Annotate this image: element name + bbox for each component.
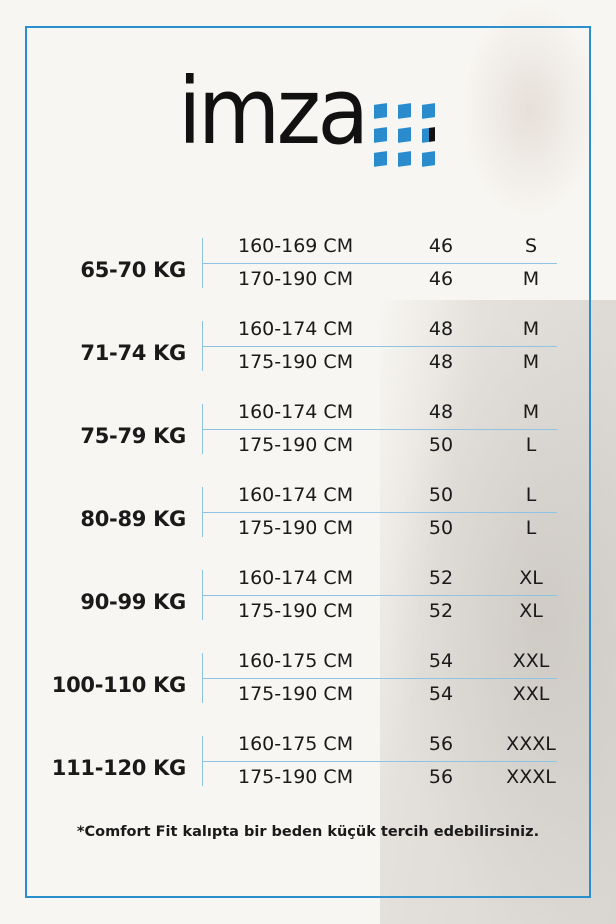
size-number: 46 [428,235,454,257]
logo-square [422,103,435,119]
height-range: 160-174 CM [238,484,354,506]
weight-group: 65-70 KG 160-169 CM 46 S 170-190 CM 46 M [0,235,616,304]
weight-label: 100-110 KG [51,673,187,697]
background-model-face [420,0,616,300]
weight-group: 71-74 KG 160-174 CM 48 M 175-190 CM 48 M [0,318,616,387]
weight-group: 80-89 KG 160-174 CM 50 L 175-190 CM 50 L [0,484,616,553]
size-number: 46 [428,268,454,290]
height-range: 160-174 CM [238,567,354,589]
logo-square [374,103,387,119]
height-range: 175-190 CM [238,434,354,456]
weight-group: 90-99 KG 160-174 CM 52 XL 175-190 CM 52 XL [0,567,616,636]
row-divider [202,595,557,596]
weight-group: 100-110 KG 160-175 CM 54 XXL 175-190 CM 54 XXL [0,650,616,719]
size-number: 52 [428,600,454,622]
size-number: 54 [428,650,454,672]
row-divider [202,429,557,430]
size-number: 56 [428,766,454,788]
weight-label: 111-120 KG [51,756,187,780]
size-letter: M [522,351,540,373]
row-divider [202,263,557,264]
size-letter: L [525,434,537,456]
height-range: 160-175 CM [238,650,354,672]
row-divider [202,512,557,513]
imza-logo: imza [178,66,438,168]
height-range: 160-174 CM [238,318,354,340]
size-number: 56 [428,733,454,755]
size-number: 50 [428,434,454,456]
height-range: 160-169 CM [238,235,354,257]
height-range: 175-190 CM [238,766,354,788]
size-letter: XXXL [506,766,556,788]
weight-label: 65-70 KG [80,258,186,282]
row-divider [202,678,557,679]
height-range: 160-174 CM [238,401,354,423]
logo-square [422,151,435,167]
logo-square [398,151,411,167]
logo-wordmark: imza [178,58,369,165]
size-letter: XXL [512,650,550,672]
weight-label: 90-99 KG [80,590,186,614]
size-number: 48 [428,401,454,423]
weight-group: 75-79 KG 160-174 CM 48 M 175-190 CM 50 L [0,401,616,470]
weight-label: 71-74 KG [80,341,186,365]
height-range: 175-190 CM [238,351,354,373]
size-letter: M [522,318,540,340]
height-range: 175-190 CM [238,517,354,539]
weight-group: 111-120 KG 160-175 CM 56 XXXL 175-190 CM 56 XX… [0,733,616,802]
logo-square [374,127,387,143]
size-number: 48 [428,351,454,373]
size-number: 48 [428,318,454,340]
chart-frame [25,26,591,898]
size-letter: L [525,484,537,506]
height-range: 175-190 CM [238,600,354,622]
height-range: 170-190 CM [238,268,354,290]
size-number: 52 [428,567,454,589]
background-model-coat [380,300,616,924]
size-number: 54 [428,683,454,705]
footnote: *Comfort Fit kalıpta bir beden küçük ter… [76,824,540,840]
logo-square [374,151,387,167]
size-letter: XXL [512,683,550,705]
size-number: 50 [428,484,454,506]
row-divider [202,346,557,347]
weight-label: 80-89 KG [80,507,186,531]
logo-square [398,127,411,143]
size-letter: XXXL [506,733,556,755]
size-letter: M [522,268,540,290]
logo-square [422,127,435,143]
size-letter: S [524,235,538,257]
size-letter: M [522,401,540,423]
size-number: 50 [428,517,454,539]
size-letter: XL [519,567,543,589]
row-divider [202,761,557,762]
size-letter: L [525,517,537,539]
size-letter: XL [519,600,543,622]
logo-square [398,103,411,119]
height-range: 175-190 CM [238,683,354,705]
height-range: 160-175 CM [238,733,354,755]
weight-label: 75-79 KG [80,424,186,448]
